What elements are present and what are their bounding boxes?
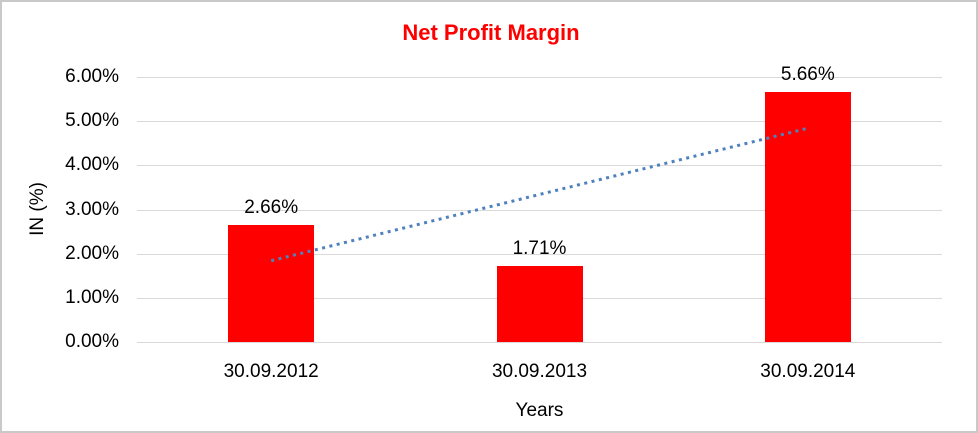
- x-tick-label: 30.09.2013: [491, 361, 588, 382]
- bar-30.09.2013: [496, 266, 583, 342]
- gridline: [137, 165, 942, 167]
- gridline: [137, 342, 942, 343]
- bar-30.09.2014: [764, 92, 851, 342]
- bar-value-label: 1.71%: [512, 238, 567, 260]
- y-tick-label: 1.00%: [65, 286, 119, 308]
- bar-value-label: 5.66%: [780, 64, 835, 86]
- gridline: [137, 209, 942, 211]
- bar-30.09.2012: [228, 224, 315, 342]
- gridline: [137, 121, 942, 123]
- x-axis-title: Years: [515, 400, 564, 421]
- x-tick-label: 30.09.2014: [760, 361, 856, 382]
- chart-title: Net Profit Margin: [402, 20, 580, 45]
- trendline-layer: [270, 126, 809, 263]
- y-tick-label: 2.00%: [65, 242, 119, 264]
- gridline: [137, 77, 942, 78]
- x-tick-label: 30.09.2012: [223, 361, 319, 382]
- y-tick-label: 5.00%: [65, 110, 119, 132]
- y-tick-label: 4.00%: [65, 154, 119, 176]
- y-tick-label: 3.00%: [65, 198, 119, 220]
- y-tick-label: 6.00%: [65, 66, 119, 87]
- trendline: [270, 126, 809, 263]
- y-tick-label: 0.00%: [65, 331, 119, 352]
- plot-area: [137, 77, 942, 343]
- gridline: [137, 253, 942, 255]
- bar-value-label: 2.66%: [244, 196, 299, 218]
